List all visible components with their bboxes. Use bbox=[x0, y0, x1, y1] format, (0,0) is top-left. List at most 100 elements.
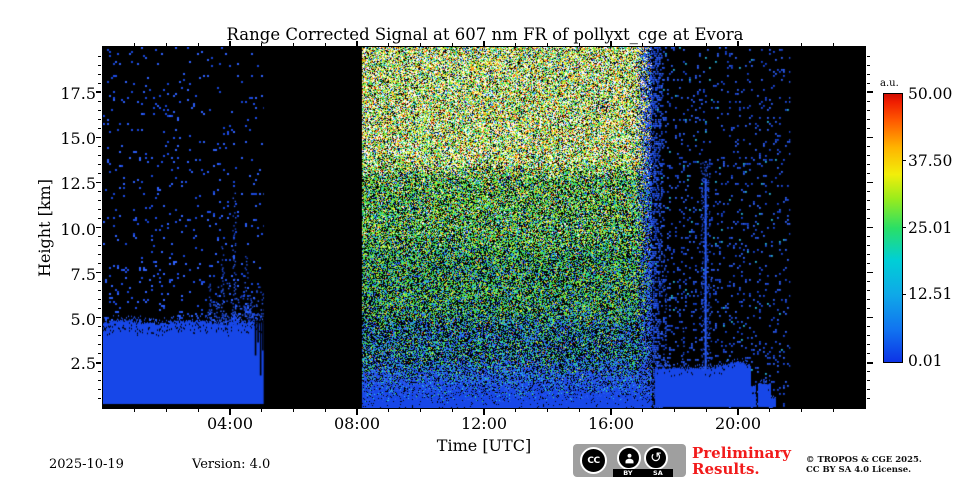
colorbar-tick-label: 50.00 bbox=[908, 85, 953, 103]
axis-tick bbox=[98, 145, 101, 147]
axis-tick bbox=[98, 236, 101, 238]
axis-tick bbox=[98, 308, 101, 310]
axis-tick bbox=[867, 290, 870, 292]
axis-tick bbox=[261, 43, 263, 46]
measurement-date: 2025-10-19 bbox=[49, 457, 124, 472]
axis-tick bbox=[98, 190, 101, 192]
axis-tick bbox=[420, 43, 421, 46]
axis-tick bbox=[705, 43, 707, 46]
axis-tick bbox=[867, 100, 870, 102]
axis-tick bbox=[867, 317, 873, 319]
axis-tick bbox=[610, 409, 612, 415]
axis-tick bbox=[867, 362, 873, 364]
axis-tick bbox=[98, 254, 101, 256]
axis-tick bbox=[867, 271, 873, 274]
axis-tick bbox=[420, 409, 421, 412]
axis-tick bbox=[98, 199, 101, 201]
axis-tick bbox=[867, 91, 873, 93]
x-tick-label: 12:00 bbox=[460, 414, 508, 433]
axis-tick bbox=[166, 409, 167, 412]
axis-tick bbox=[642, 409, 644, 412]
plot-title: Range Corrected Signal at 607 nm FR of p… bbox=[226, 25, 744, 44]
axis-tick bbox=[293, 43, 294, 46]
axis-tick bbox=[98, 263, 101, 265]
axis-tick bbox=[98, 82, 101, 84]
axis-tick bbox=[547, 409, 548, 412]
axis-tick bbox=[902, 293, 906, 295]
axis-tick bbox=[98, 353, 101, 355]
axis-tick bbox=[229, 40, 231, 46]
axis-tick bbox=[867, 55, 870, 57]
axis-tick bbox=[867, 344, 870, 346]
axis-tick bbox=[98, 326, 101, 328]
axis-tick bbox=[674, 409, 675, 412]
axis-tick bbox=[737, 409, 739, 415]
axis-tick bbox=[867, 118, 870, 120]
axis-tick bbox=[98, 281, 101, 283]
axis-tick bbox=[867, 190, 870, 192]
axis-tick bbox=[801, 409, 802, 412]
axis-tick bbox=[98, 398, 101, 400]
preliminary-results-notice: Preliminary Results. bbox=[692, 444, 791, 478]
axis-tick bbox=[98, 299, 101, 301]
cc-by-sa-license-badge: CC ↺ BY SA bbox=[573, 444, 686, 477]
version-label: Version: 4.0 bbox=[192, 457, 271, 472]
axis-tick bbox=[578, 43, 580, 46]
copyright-line1: © TROPOS & CGE 2025. bbox=[806, 455, 922, 465]
axis-tick bbox=[867, 109, 870, 111]
axis-tick bbox=[324, 409, 326, 412]
cc-sa-label: SA bbox=[653, 469, 663, 477]
axis-tick bbox=[867, 335, 870, 337]
colorbar-gradient bbox=[883, 93, 903, 363]
axis-tick bbox=[134, 409, 136, 412]
axis-tick bbox=[867, 145, 870, 147]
axis-tick bbox=[98, 208, 101, 210]
axis-tick bbox=[98, 154, 101, 156]
axis-tick bbox=[98, 55, 101, 57]
y-tick-label: 17.5 bbox=[60, 84, 96, 104]
copyright-line2: CC BY SA 4.0 License. bbox=[806, 464, 912, 475]
axis-tick bbox=[98, 245, 101, 247]
axis-tick bbox=[356, 409, 358, 415]
axis-tick bbox=[547, 43, 548, 46]
y-tick-label: 5.0 bbox=[70, 309, 96, 329]
axis-tick bbox=[867, 73, 870, 75]
axis-tick bbox=[832, 43, 834, 46]
colorbar-tick-label: 12.51 bbox=[908, 285, 953, 304]
axis-tick bbox=[578, 409, 580, 412]
axis-tick bbox=[98, 371, 101, 373]
axis-tick bbox=[867, 208, 870, 210]
y-tick-label: 7.5 bbox=[70, 264, 96, 284]
axis-tick bbox=[867, 398, 870, 400]
axis-tick bbox=[867, 371, 870, 373]
cc-logo-text: CC bbox=[587, 455, 600, 466]
axis-tick bbox=[166, 43, 167, 46]
axis-tick bbox=[98, 64, 101, 66]
axis-tick bbox=[832, 409, 834, 412]
axis-tick bbox=[451, 43, 453, 46]
axis-tick bbox=[98, 172, 101, 174]
axis-tick bbox=[515, 43, 517, 46]
axis-tick bbox=[95, 136, 101, 138]
axis-tick bbox=[705, 409, 707, 412]
colorbar-tick-label: 25.01 bbox=[908, 218, 953, 237]
axis-tick bbox=[610, 40, 612, 46]
axis-tick bbox=[867, 172, 870, 174]
colorbar-tick-label: 0.01 bbox=[908, 352, 943, 370]
axis-tick bbox=[95, 362, 101, 364]
axis-tick bbox=[261, 409, 263, 412]
axis-tick bbox=[867, 226, 873, 229]
axis-tick bbox=[98, 217, 101, 219]
x-tick-label: 04:00 bbox=[206, 414, 254, 433]
axis-tick bbox=[98, 118, 101, 120]
axis-tick bbox=[134, 43, 136, 46]
axis-tick bbox=[867, 353, 870, 355]
axis-tick bbox=[867, 254, 870, 256]
axis-tick bbox=[867, 154, 870, 156]
axis-tick bbox=[867, 217, 870, 219]
axis-tick bbox=[98, 389, 101, 391]
axis-tick bbox=[769, 409, 771, 412]
y-tick-label: 12.5 bbox=[60, 174, 96, 194]
colorbar-tick-label: 37.50 bbox=[908, 151, 953, 170]
signal-heatmap-canvas bbox=[103, 47, 865, 408]
